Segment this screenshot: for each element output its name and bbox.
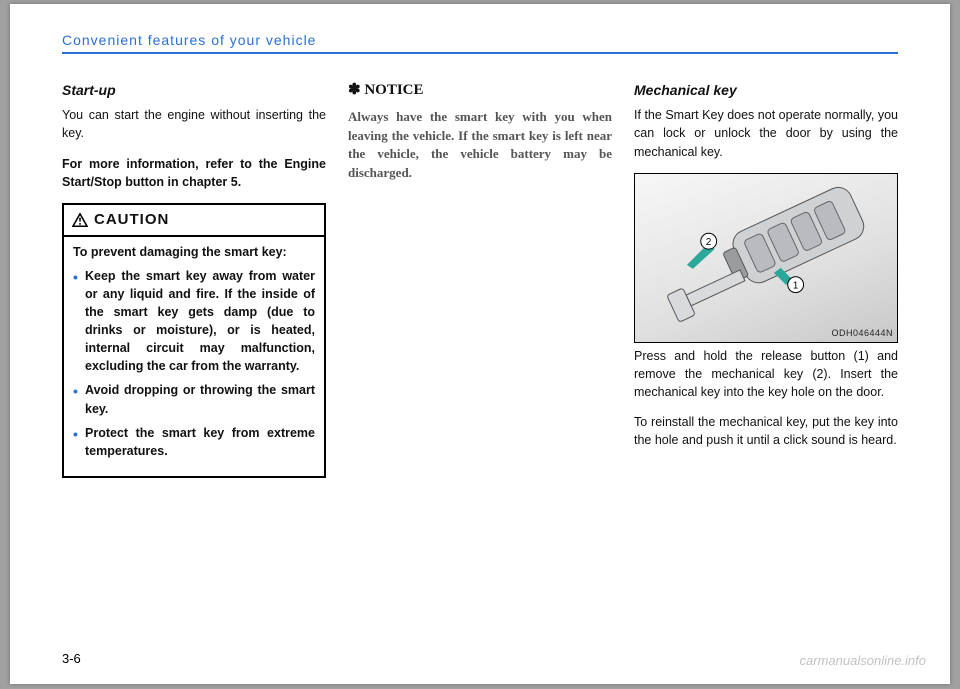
caution-bullet: Avoid dropping or throwing the smart key… bbox=[73, 381, 315, 417]
caution-header: CAUTION bbox=[64, 205, 324, 237]
callout-2: 2 bbox=[706, 237, 712, 248]
caution-body: To prevent damaging the smart key: Keep … bbox=[64, 237, 324, 476]
mechkey-p1: If the Smart Key does not operate normal… bbox=[634, 106, 898, 160]
page-number: 3-6 bbox=[62, 651, 81, 666]
column-1: Start-up You can start the engine withou… bbox=[62, 80, 326, 478]
more-info-text: For more information, refer to the Engin… bbox=[62, 155, 326, 191]
figure-code: ODH046444N bbox=[831, 327, 893, 340]
callout-1: 1 bbox=[793, 280, 799, 291]
notice-label: NOTICE bbox=[364, 82, 423, 98]
caution-bullets: Keep the smart key away from water or an… bbox=[73, 267, 315, 460]
content-columns: Start-up You can start the engine withou… bbox=[62, 80, 898, 478]
warning-triangle-icon bbox=[72, 213, 88, 227]
mechkey-p2: Press and hold the release button (1) an… bbox=[634, 347, 898, 401]
startup-heading: Start-up bbox=[62, 80, 326, 100]
notice-symbol: ✽ bbox=[348, 82, 361, 98]
startup-text: You can start the engine without inserti… bbox=[62, 106, 326, 142]
caution-box: CAUTION To prevent damaging the smart ke… bbox=[62, 203, 326, 478]
section-header: Convenient features of your vehicle bbox=[62, 32, 898, 48]
mechkey-p3: To reinstall the mechanical key, put the… bbox=[634, 413, 898, 449]
caution-bullet: Protect the smart key from extreme tempe… bbox=[73, 424, 315, 460]
mechkey-heading: Mechanical key bbox=[634, 80, 898, 100]
caution-bullet: Keep the smart key away from water or an… bbox=[73, 267, 315, 376]
caution-intro: To prevent damaging the smart key: bbox=[73, 243, 315, 261]
column-2: ✽ NOTICE Always have the smart key with … bbox=[348, 80, 612, 478]
header-rule bbox=[62, 52, 898, 54]
column-3: Mechanical key If the Smart Key does not… bbox=[634, 80, 898, 478]
key-fob-illustration: 1 2 bbox=[635, 174, 897, 342]
notice-heading: ✽ NOTICE bbox=[348, 80, 612, 102]
caution-label: CAUTION bbox=[94, 209, 169, 231]
manual-page: Convenient features of your vehicle Star… bbox=[10, 4, 950, 684]
mechkey-figure: 1 2 ODH046444N bbox=[634, 173, 898, 343]
notice-body: Always have the smart key with you when … bbox=[348, 108, 612, 183]
watermark: carmanualsonline.info bbox=[800, 653, 926, 668]
